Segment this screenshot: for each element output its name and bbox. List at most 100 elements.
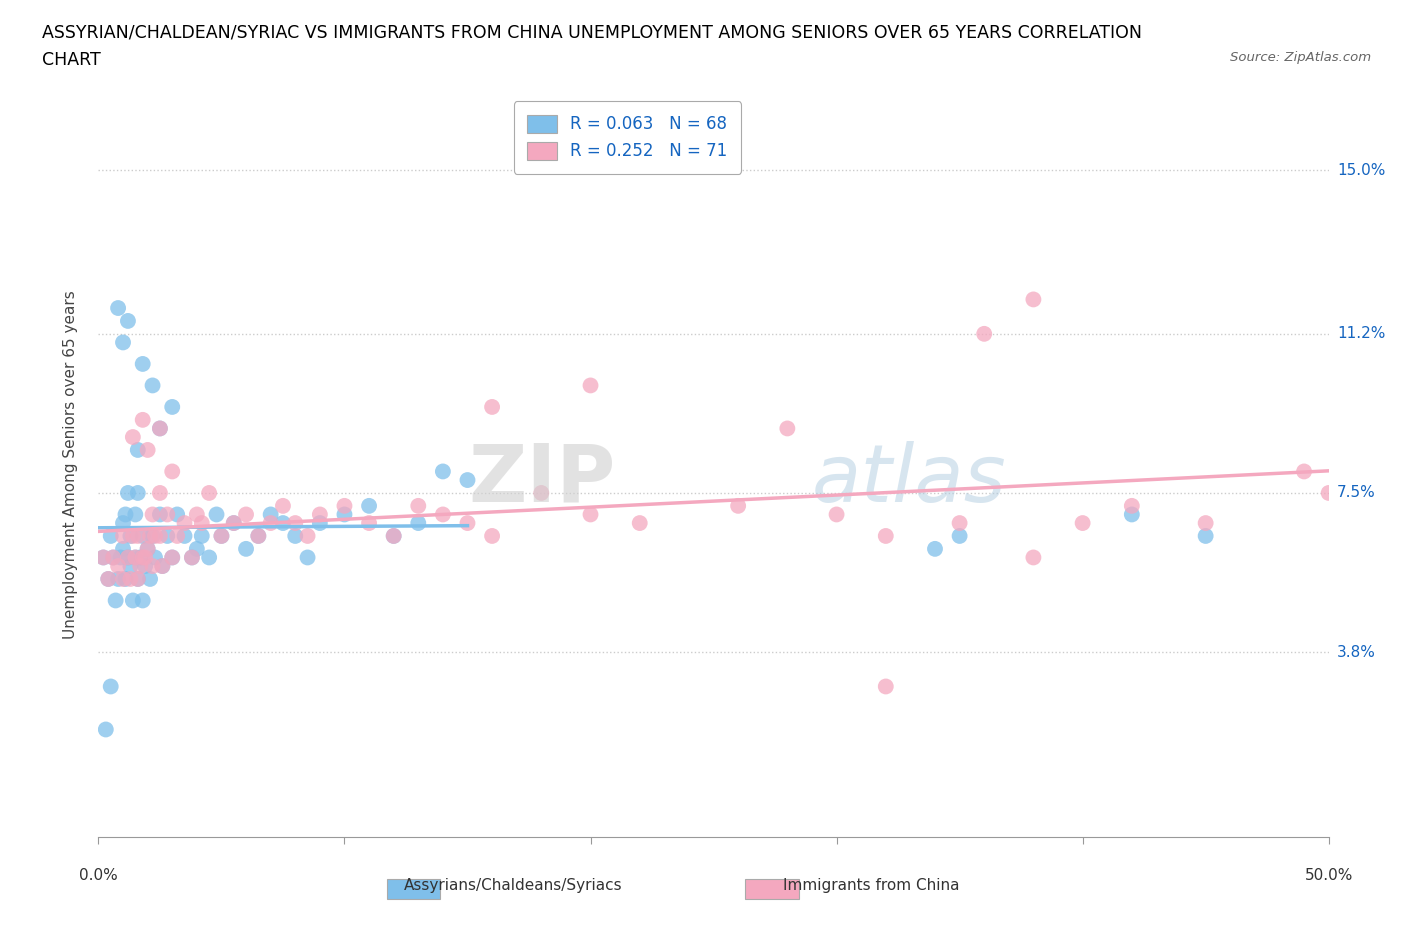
Point [456,515,478,530]
Point [260,515,283,530]
Point [112,528,135,543]
Point [1121,498,1143,513]
Point [949,515,972,530]
Point [481,400,503,415]
Point [132,593,155,608]
Point [97,572,120,587]
Point [191,528,214,543]
Point [211,528,233,543]
Point [432,507,454,522]
Text: Immigrants from China: Immigrants from China [783,878,960,893]
Point [235,541,257,556]
Point [579,378,602,392]
Text: 50.0%: 50.0% [1305,868,1353,883]
Point [100,528,122,543]
Point [180,550,204,565]
Point [205,507,228,522]
Point [117,485,139,500]
Point [173,515,195,530]
Point [112,515,135,530]
Legend: R = 0.063   N = 68, R = 0.252   N = 71: R = 0.063 N = 68, R = 0.252 N = 71 [513,101,741,174]
Point [162,550,183,565]
Point [112,335,135,350]
Text: 3.8%: 3.8% [1337,644,1376,659]
Point [173,528,195,543]
Text: 0.0%: 0.0% [79,868,118,883]
Point [93,550,115,565]
Point [94,722,117,737]
Point [162,464,183,479]
Point [117,313,139,328]
Point [222,515,245,530]
Text: Source: ZipAtlas.com: Source: ZipAtlas.com [1230,51,1371,64]
Point [333,507,356,522]
Text: Assyrians/Chaldeans/Syriacs: Assyrians/Chaldeans/Syriacs [404,878,623,893]
Point [1022,550,1045,565]
Point [162,400,183,415]
Point [156,528,179,543]
Point [132,528,155,543]
Point [114,572,136,587]
Point [284,515,307,530]
Point [530,485,553,500]
Point [149,421,172,436]
Point [211,528,233,543]
Point [149,421,172,436]
Point [180,550,204,565]
Point [134,550,156,565]
Point [117,550,139,565]
Point [139,572,162,587]
Point [309,507,332,522]
Point [481,528,503,543]
Point [297,550,319,565]
Point [112,541,135,556]
Point [141,378,165,392]
Point [1317,485,1340,500]
Point [103,550,125,565]
Point [136,541,159,556]
Point [166,528,188,543]
Point [120,528,142,543]
Point [110,550,132,565]
Point [271,515,294,530]
Point [156,507,179,522]
Point [456,472,478,487]
Point [825,507,848,522]
Point [149,507,172,522]
Point [408,498,430,513]
Text: ASSYRIAN/CHALDEAN/SYRIAC VS IMMIGRANTS FROM CHINA UNEMPLOYMENT AMONG SENIORS OVE: ASSYRIAN/CHALDEAN/SYRIAC VS IMMIGRANTS F… [42,23,1142,41]
Point [359,498,381,513]
Point [103,550,125,565]
Point [1022,292,1045,307]
Point [139,528,162,543]
Point [260,507,283,522]
Point [875,679,897,694]
Text: atlas: atlas [813,441,1007,519]
Point [166,507,188,522]
Point [141,559,165,574]
Text: 11.2%: 11.2% [1337,326,1385,341]
Point [382,528,405,543]
Point [186,541,208,556]
Point [382,528,405,543]
Point [93,550,115,565]
Point [727,498,749,513]
Point [127,572,149,587]
Point [333,498,356,513]
Point [432,464,454,479]
Point [152,559,174,574]
Point [122,430,145,445]
Point [247,528,270,543]
Point [222,515,245,530]
Point [1071,515,1094,530]
Point [120,572,142,587]
Point [114,507,136,522]
Point [271,498,294,513]
Point [127,485,149,500]
Point [284,528,307,543]
Point [247,528,270,543]
Point [132,412,155,427]
Point [198,550,221,565]
Point [117,550,139,565]
Point [124,550,146,565]
